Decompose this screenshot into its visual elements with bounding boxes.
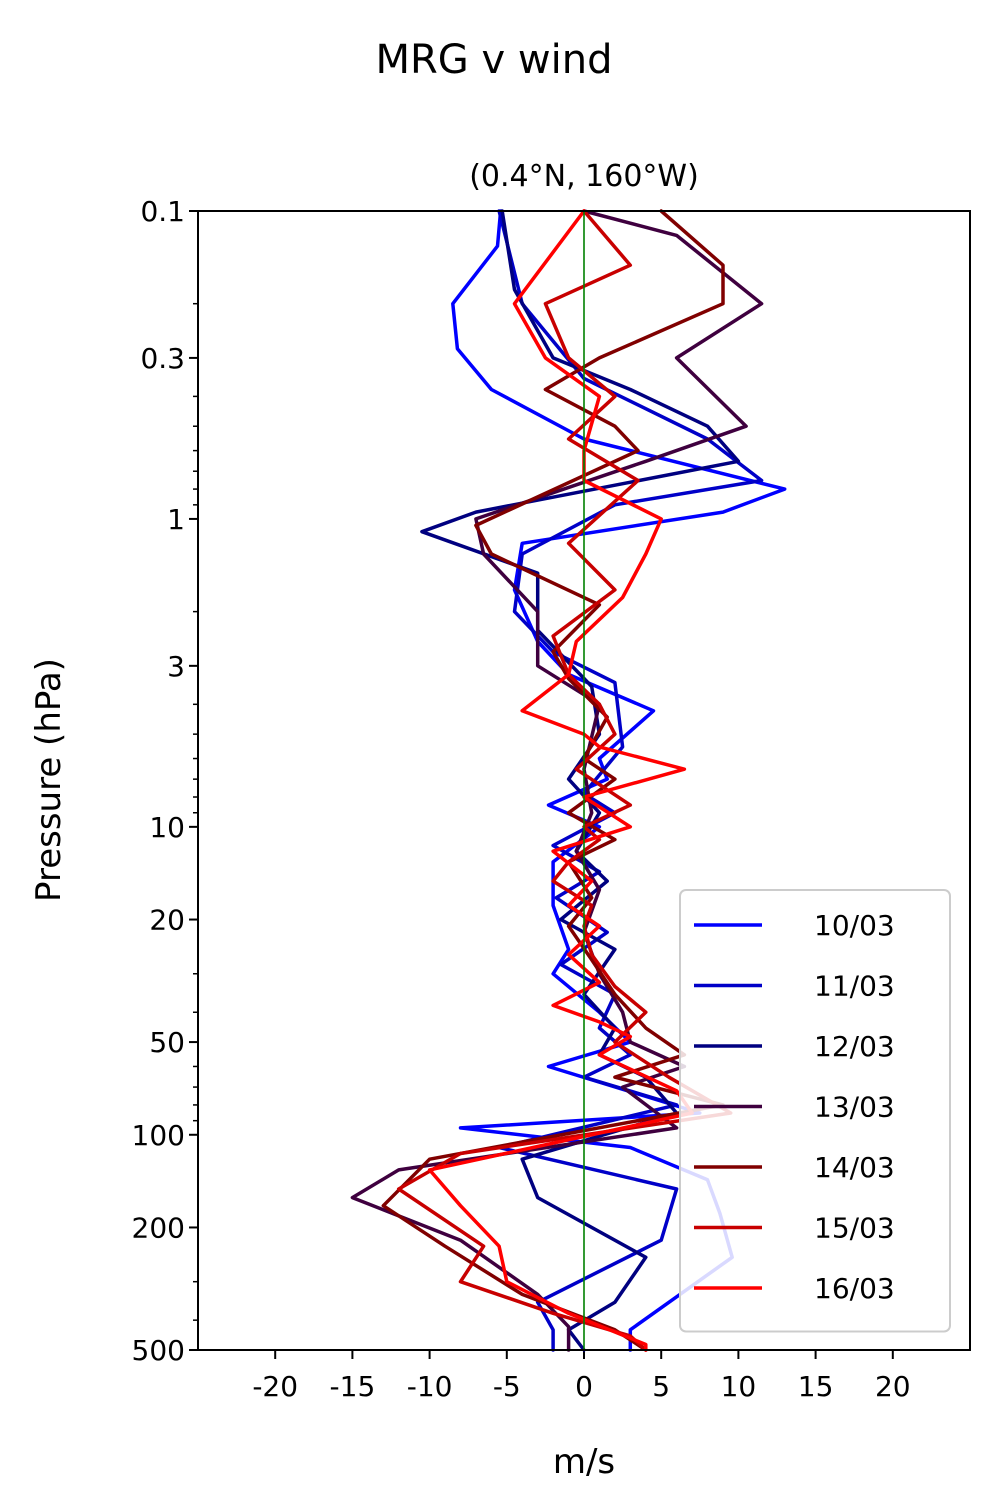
y-tick-label: 1: [167, 503, 185, 536]
legend-label: 13/03: [814, 1091, 895, 1124]
x-tick-label: 5: [652, 1370, 670, 1403]
chart-suptitle: MRG v wind: [376, 37, 613, 83]
x-tick-label: -20: [252, 1370, 298, 1403]
y-axis-label: Pressure (hPa): [29, 658, 69, 902]
x-tick-label: 0: [575, 1370, 593, 1403]
y-tick-label: 100: [132, 1119, 185, 1152]
legend-box: [679, 889, 951, 1333]
x-tick-label: -15: [330, 1370, 376, 1403]
y-tick-label: 20: [149, 904, 185, 937]
x-axis: -20 -15 -10 -5 0 5 10 15 20: [252, 1350, 911, 1403]
x-tick-label: 15: [798, 1370, 834, 1403]
x-tick-label: 10: [721, 1370, 757, 1403]
series-line-16-03: [427, 209, 694, 1352]
plot-frame: [197, 210, 971, 1351]
legend-label: 15/03: [814, 1212, 895, 1245]
y-tick-label: 0.3: [140, 342, 185, 375]
legend-label: 11/03: [814, 970, 895, 1003]
y-axis: 0.1 0.3 1 3 10 20 50 100 200 500: [132, 195, 198, 1367]
x-tick-label: -10: [407, 1370, 453, 1403]
legend-label: 14/03: [814, 1151, 895, 1184]
y-tick-label: 200: [132, 1211, 185, 1244]
legend: 10/03 11/03 12/03 13/03 14/03 15/03 16/03: [679, 889, 951, 1333]
series-line-13-03: [350, 209, 764, 1352]
legend-label: 12/03: [814, 1030, 895, 1063]
legend-label: 10/03: [814, 909, 895, 942]
x-tick-label: 20: [875, 1370, 911, 1403]
x-axis-label: m/s: [553, 1442, 615, 1482]
plot-area: [350, 209, 787, 1352]
x-tick-label: -5: [493, 1370, 521, 1403]
series-line-14-03: [381, 209, 725, 1352]
y-tick-label: 10: [149, 811, 185, 844]
legend-label: 16/03: [814, 1272, 895, 1305]
y-tick-label: 0.1: [140, 195, 185, 228]
y-tick-label: 50: [149, 1026, 185, 1059]
y-tick-label: 3: [167, 650, 185, 683]
y-tick-label: 500: [132, 1334, 185, 1367]
chart-title: (0.4°N, 160°W): [469, 159, 699, 194]
